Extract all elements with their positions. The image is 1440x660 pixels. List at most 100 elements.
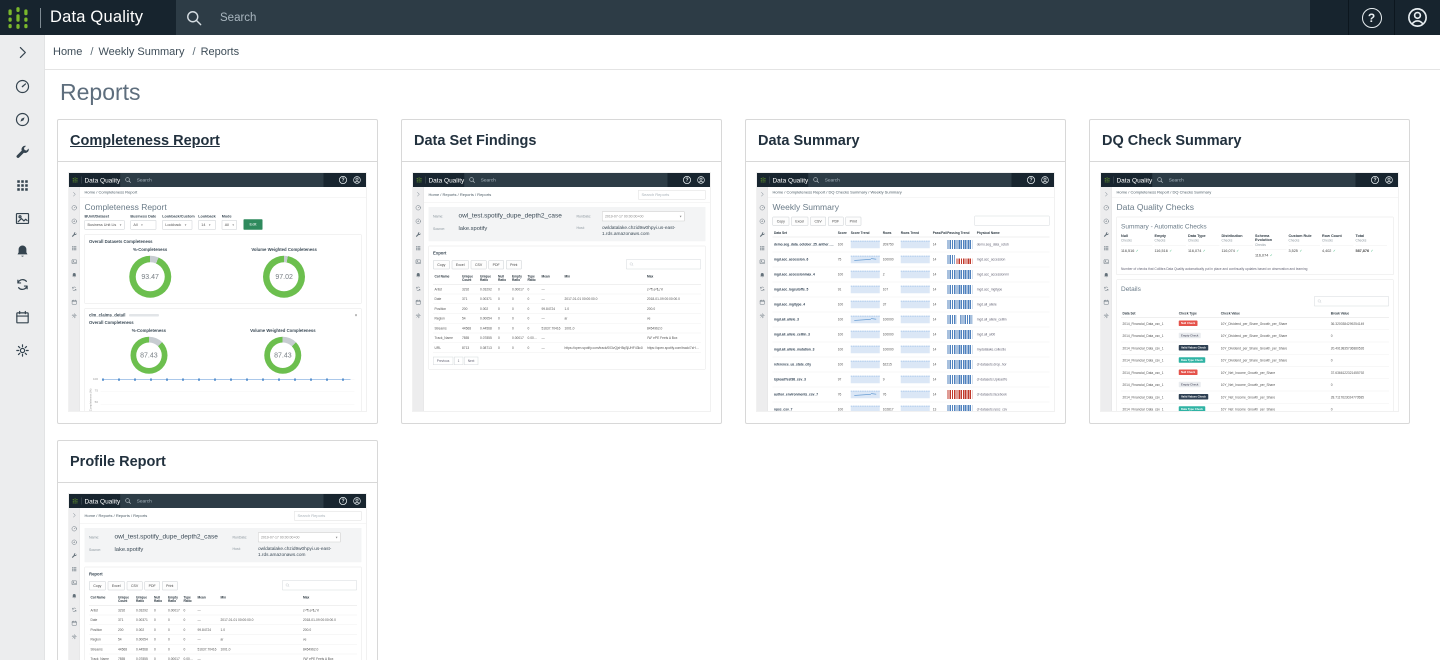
mini-score-trend-sparkline xyxy=(850,270,880,279)
mini-wrench-icon xyxy=(1103,232,1110,239)
card-body: Data Quality Search Home / Completeness … xyxy=(746,162,1065,423)
mini-app-title: Data Quality xyxy=(1116,176,1153,184)
mini-rows-trend-sparkline xyxy=(900,285,930,294)
topbar: Data Quality Search xyxy=(0,0,1440,35)
sidebar-item-datasets[interactable] xyxy=(0,169,45,202)
mini-global-search: Search xyxy=(120,494,324,508)
mini-gauge-icon xyxy=(71,205,78,212)
mini-filters: BUnit/Dataset Business Unit Lis Business… xyxy=(84,214,238,230)
mini-score-trend-sparkline xyxy=(850,345,880,354)
mini-gear-icon xyxy=(415,313,422,320)
mini-table-row: Streams 44568 0.44568 0 0 0 51637.70416 1001.0… xyxy=(433,323,701,334)
mini-rows-trend-sparkline xyxy=(900,255,930,264)
breadcrumb: Home / Weekly Summary / Reports / xyxy=(45,35,1440,70)
mini-donut: %-Completeness 87.43 xyxy=(130,328,168,374)
sidebar-item-dashboards[interactable] xyxy=(0,70,45,103)
mini-check-stat: Distribution Checks 116,074 xyxy=(1221,233,1256,259)
chevron-down-icon xyxy=(120,223,122,227)
mini-table-row: Track_Name 7855 0.07855 0 0.00017 0.00115— I'… xyxy=(89,653,357,660)
mini-wrench-icon xyxy=(71,232,78,239)
mini-note: Number of checks that Collibra Data Qual… xyxy=(1121,266,1308,271)
app-brand[interactable]: Data Quality xyxy=(0,0,176,35)
user-icon xyxy=(353,176,362,185)
breadcrumb-item: Home / xyxy=(53,46,98,58)
mini-compass-icon xyxy=(759,218,766,225)
sidebar-item-explorer[interactable] xyxy=(0,103,45,136)
mini-check-stat: Empty Checks 116,516 xyxy=(1154,233,1189,259)
mini-breadcrumb: Home / Reports / Reports / Reports xyxy=(84,513,148,518)
page-title: Reports xyxy=(60,79,141,105)
mini-table-row: Position 200 0.002 0 0 0 99.84724 1.0 200.0 xyxy=(433,303,701,314)
help-icon xyxy=(1371,176,1379,184)
check-icon xyxy=(1371,249,1374,253)
breadcrumb-separator: / xyxy=(90,46,94,58)
mini-calendar-icon xyxy=(71,620,78,627)
sidebar-item-reports[interactable] xyxy=(0,202,45,235)
card-title-link[interactable]: Completeness Report xyxy=(70,133,220,149)
mini-profile-table: Col Name Unique Count Unique Ratio Null Rat… xyxy=(89,593,357,660)
mini-gear-icon xyxy=(71,313,78,320)
mini-sidebar xyxy=(413,187,424,411)
mini-table-row: Track_Name 7855 0.07855 0 0.00017 0.00115— I'… xyxy=(433,332,701,343)
card-completeness-report: Completeness Report Data Quality Search xyxy=(57,119,378,424)
mini-page-button: 1 xyxy=(453,356,464,365)
mini-breadcrumb: Home / Completeness Report / DQ Checks S… xyxy=(772,190,902,195)
mini-table-row: UploadTest98_csv_3 97 9 14 xyxy=(772,371,1050,388)
mini-table-row: 2014_Financial_Data_csv_1 Data Type Chec… xyxy=(1121,403,1389,411)
mini-check-stat: Row Count Checks 4,402 xyxy=(1322,233,1356,259)
mini-sync-icon xyxy=(71,286,78,293)
mini-gauge-icon xyxy=(1103,205,1110,212)
mini-bell-icon xyxy=(415,272,422,279)
breadcrumb-link[interactable]: Reports xyxy=(200,46,240,58)
mini-app-brand: Data Quality xyxy=(757,173,808,187)
card-data-set-findings: Data Set Findings Data Quality Search xyxy=(401,119,722,424)
breadcrumb-link[interactable]: Home xyxy=(53,46,83,58)
check-icon xyxy=(1236,249,1239,253)
sidebar-item-alerts[interactable] xyxy=(0,235,45,268)
mini-table-row: Artist 3292 0.03292 0 0.00017 0— z¹*¶.e¹¶¿Yi xyxy=(89,605,357,616)
sidebar-item-scheduler[interactable] xyxy=(0,301,45,334)
mini-rows-trend-sparkline xyxy=(900,270,930,279)
mini-line-chart: Completeness (%) 100 75 50 xyxy=(89,377,355,411)
mini-table-search xyxy=(626,259,701,270)
report-thumbnail-completeness[interactable]: Data Quality Search Home / Completeness … xyxy=(68,172,367,412)
mini-findings-table: Col Name Unique Count Unique Ratio Null Rat… xyxy=(433,272,701,353)
card-title-link[interactable]: Profile Report xyxy=(70,454,166,470)
mini-sync-icon xyxy=(71,607,78,614)
mini-table-row: Date 371 0.00371 0 0 0—2017-01-01 00:00:00.0… xyxy=(433,293,701,304)
mini-rundate-select: 2019-07-17 00:00:00+00 xyxy=(257,532,341,543)
check-icon xyxy=(1270,253,1273,257)
sidebar-item-tools[interactable] xyxy=(0,136,45,169)
card-title-link[interactable]: Data Set Findings xyxy=(414,133,537,149)
mini-filter-select: Lookback xyxy=(162,220,193,230)
sidebar-expand-button[interactable] xyxy=(0,35,45,70)
global-search-input[interactable]: Search xyxy=(176,0,1310,35)
mini-wrench-icon xyxy=(759,232,766,239)
user-menu-button[interactable] xyxy=(1394,0,1440,35)
mini-passing-trend-bars xyxy=(947,389,973,399)
sidebar-item-admin[interactable] xyxy=(0,334,45,367)
mini-table-search xyxy=(974,215,1050,226)
mini-filter: Mode All xyxy=(221,214,238,230)
sidebar-item-jobs[interactable] xyxy=(0,268,45,301)
user-icon xyxy=(1385,176,1394,185)
mini-export-button: Copy xyxy=(433,260,450,270)
help-button[interactable] xyxy=(1348,0,1394,35)
mini-details-table: Data Set Check Type Check Value Break Value… xyxy=(1121,309,1389,411)
card-title-link[interactable]: Data Summary xyxy=(758,133,860,149)
mini-filter: Business Date All xyxy=(130,214,157,230)
card-body: Data Quality Search Home / Reports / Rep… xyxy=(58,483,377,660)
report-thumbnail-summary[interactable]: Data Quality Search Home / Completeness … xyxy=(756,172,1055,412)
card-title-link[interactable]: DQ Check Summary xyxy=(1102,133,1242,149)
mini-check-type-badge: Data Type Check xyxy=(1178,406,1206,411)
mini-dataset-info: Name: owl_test.spotify_dupe_depth2_case R… xyxy=(84,528,362,563)
report-thumbnail-dqcheck[interactable]: Data Quality Search Home / Completeness … xyxy=(1100,172,1399,412)
breadcrumb-link[interactable]: Weekly Summary xyxy=(98,46,185,58)
app-title: Data Quality xyxy=(50,8,144,26)
mini-table-search xyxy=(282,580,357,591)
report-thumbnail-profile[interactable]: Data Quality Search Home / Reports / Rep… xyxy=(68,493,367,660)
mini-grid-icon xyxy=(1103,245,1110,252)
mini-breadcrumb: Home / Reports / Reports / Reports xyxy=(428,192,492,197)
check-icon xyxy=(1203,249,1206,253)
report-thumbnail-findings[interactable]: Data Quality Search Home / Reports / Rep… xyxy=(412,172,711,412)
